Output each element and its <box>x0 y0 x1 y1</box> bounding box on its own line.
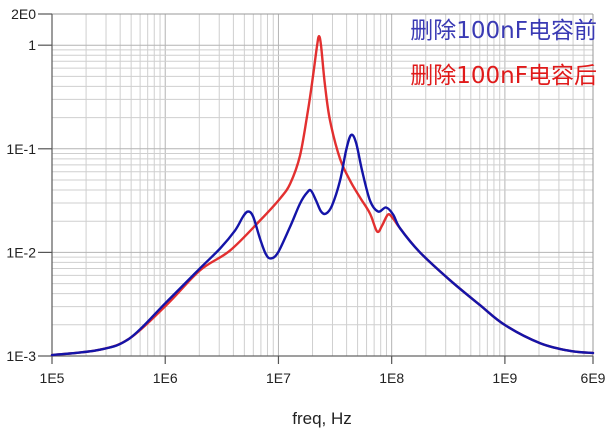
x-tick-label: 1E9 <box>492 370 517 386</box>
y-tick-label: 2E0 <box>11 6 36 22</box>
x-tick-label: 6E9 <box>581 370 606 386</box>
x-tick-label: 1E8 <box>379 370 404 386</box>
grid <box>51 13 594 357</box>
tick-labels: 1E5 1E6 1E7 1E8 1E9 6E9 1E-3 1E-2 1E-1 1 2E0 <box>6 6 605 386</box>
x-tick-label: 1E7 <box>266 370 291 386</box>
legend-entry-before: 删除100nF电容前 <box>410 18 597 44</box>
series-line-before <box>50 133 595 357</box>
x-axis-label: freq, Hz <box>292 409 352 428</box>
series-lines <box>50 35 595 357</box>
axes <box>38 13 594 364</box>
y-tick-label: 1E-2 <box>6 244 36 260</box>
x-tick-label: 1E5 <box>40 370 65 386</box>
legend-entry-after: 删除100nF电容后 <box>410 63 597 89</box>
y-tick-label: 1E-1 <box>6 141 36 157</box>
y-tick-label: 1 <box>28 37 36 53</box>
y-tick-label: 1E-3 <box>6 348 36 364</box>
x-tick-label: 1E6 <box>153 370 178 386</box>
